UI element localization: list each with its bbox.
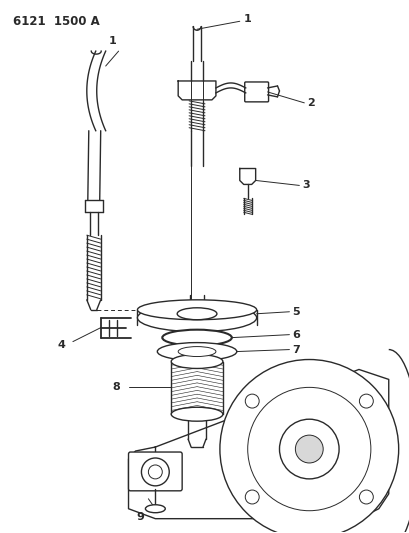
Circle shape: [294, 435, 322, 463]
Circle shape: [247, 387, 370, 511]
Ellipse shape: [157, 343, 236, 360]
Text: 4: 4: [57, 340, 65, 350]
Text: 9: 9: [136, 512, 144, 522]
Circle shape: [148, 465, 162, 479]
Ellipse shape: [177, 308, 216, 320]
Ellipse shape: [162, 330, 231, 345]
Text: 1: 1: [243, 14, 251, 25]
Ellipse shape: [137, 304, 256, 332]
Ellipse shape: [178, 346, 216, 357]
Circle shape: [141, 458, 169, 486]
Ellipse shape: [171, 354, 222, 368]
Ellipse shape: [145, 505, 165, 513]
Text: 8: 8: [112, 382, 120, 392]
FancyBboxPatch shape: [244, 82, 268, 102]
Text: 3: 3: [301, 181, 309, 190]
Circle shape: [279, 419, 338, 479]
Text: 1: 1: [108, 36, 116, 46]
Text: 5: 5: [292, 307, 299, 317]
Circle shape: [359, 394, 373, 408]
Text: 6: 6: [292, 329, 299, 340]
Text: 2: 2: [307, 98, 314, 108]
Text: 7: 7: [292, 344, 299, 354]
Circle shape: [245, 490, 258, 504]
Circle shape: [245, 394, 258, 408]
Ellipse shape: [137, 300, 256, 320]
Ellipse shape: [171, 407, 222, 421]
Text: 6121  1500 A: 6121 1500 A: [13, 15, 100, 28]
Circle shape: [219, 360, 398, 533]
FancyBboxPatch shape: [128, 452, 182, 491]
Circle shape: [359, 490, 373, 504]
